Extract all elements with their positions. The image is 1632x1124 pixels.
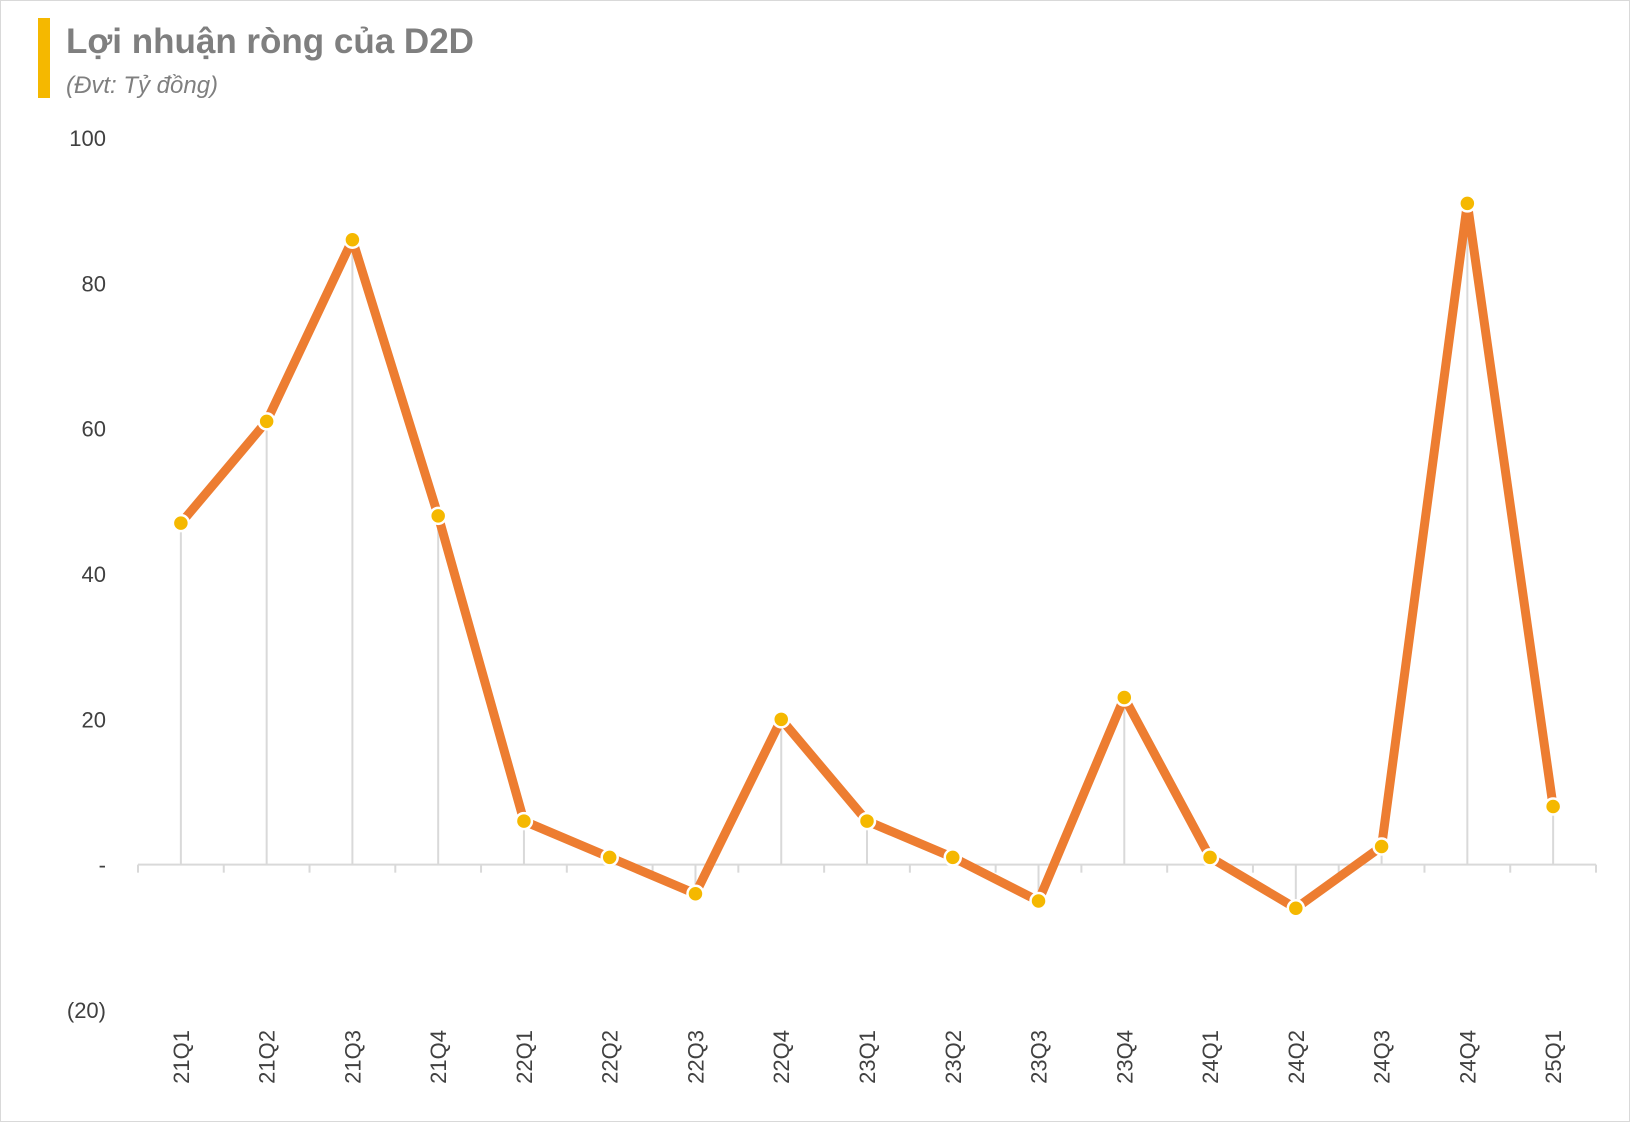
y-tick-label: 100 <box>69 126 106 151</box>
x-tick-label: 21Q2 <box>255 1030 280 1084</box>
series-line <box>176 198 1558 913</box>
y-tick-label: (20) <box>67 998 106 1023</box>
x-tick-label: 24Q2 <box>1284 1030 1309 1084</box>
x-tick-label: 24Q3 <box>1370 1030 1395 1084</box>
x-tick-label: 22Q3 <box>683 1030 708 1084</box>
x-tick-label: 22Q4 <box>769 1030 794 1084</box>
x-tick-label: 25Q1 <box>1541 1030 1566 1084</box>
y-tick-label: 60 <box>82 417 106 442</box>
series-line-group <box>176 198 1558 913</box>
data-point-24Q2 <box>1286 899 1306 918</box>
data-point-23Q4 <box>1115 688 1134 707</box>
drop-lines <box>179 203 1555 909</box>
data-point-24Q3 <box>1372 837 1391 856</box>
x-tick-label: 22Q2 <box>598 1030 623 1084</box>
chart-subtitle: (Đvt: Tỷ đồng) <box>66 72 219 99</box>
data-point-23Q1 <box>857 811 877 831</box>
x-axis <box>137 863 1597 873</box>
data-point-21Q2 <box>257 412 276 431</box>
x-axis-ticks: 21Q1 21Q2 21Q3 21Q4 22Q1 22Q2 22Q3 22Q4 23Q1 23Q2… <box>169 1030 1566 1084</box>
data-point-22Q2 <box>600 848 619 867</box>
y-tick-label: 40 <box>82 562 106 587</box>
x-tick-label: 24Q1 <box>1198 1030 1223 1084</box>
x-tick-label: 24Q4 <box>1455 1030 1480 1084</box>
x-tick-label: 23Q2 <box>941 1030 966 1084</box>
data-point-21Q3 <box>343 230 362 249</box>
x-tick-label: 23Q1 <box>855 1030 880 1084</box>
data-point-23Q2 <box>943 848 963 867</box>
data-point-25Q1 <box>1543 797 1563 816</box>
data-point-21Q1 <box>171 513 191 533</box>
data-point-22Q3 <box>686 884 705 903</box>
data-point-22Q1 <box>514 811 534 831</box>
title-accent-bar <box>38 18 50 98</box>
x-tick-label: 23Q4 <box>1112 1030 1137 1084</box>
data-point-24Q4 <box>1458 194 1477 213</box>
data-point-22Q4 <box>771 710 791 729</box>
y-tick-label: - <box>99 853 106 878</box>
y-tick-label: 20 <box>82 707 106 732</box>
x-tick-label: 21Q4 <box>426 1030 451 1084</box>
x-tick-label: 23Q3 <box>1027 1030 1052 1084</box>
data-point-21Q4 <box>428 506 448 526</box>
x-tick-label: 22Q1 <box>512 1030 537 1084</box>
data-point-23Q3 <box>1029 891 1048 911</box>
x-tick-label: 21Q3 <box>340 1030 365 1084</box>
y-tick-label: 80 <box>82 271 106 296</box>
data-point-24Q1 <box>1200 848 1220 867</box>
chart-title: Lợi nhuận ròng của D2D <box>66 22 474 61</box>
data-points <box>171 194 1563 918</box>
x-tick-label: 21Q1 <box>169 1030 194 1084</box>
y-axis-ticks: 100 80 60 40 20 - (20) <box>67 126 106 1023</box>
